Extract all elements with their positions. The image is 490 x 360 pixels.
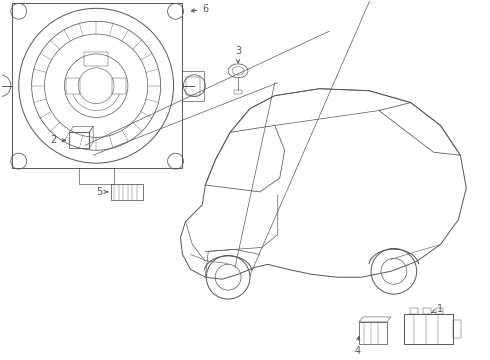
Bar <box>111 184 143 200</box>
Text: 5: 5 <box>96 187 108 197</box>
Bar <box>410 308 417 314</box>
Bar <box>182 71 204 100</box>
Bar <box>187 77 200 95</box>
Bar <box>70 132 89 148</box>
Bar <box>436 308 443 314</box>
Bar <box>404 314 453 344</box>
Bar <box>84 52 108 66</box>
Text: 1: 1 <box>432 304 443 314</box>
Text: 2: 2 <box>50 135 66 145</box>
Text: 6: 6 <box>191 4 208 14</box>
Bar <box>234 90 242 94</box>
Bar <box>359 322 387 344</box>
Bar <box>112 78 126 94</box>
Bar <box>422 308 431 314</box>
Bar <box>12 3 182 168</box>
Text: 3: 3 <box>235 46 241 63</box>
Text: 4: 4 <box>354 337 360 356</box>
Bar <box>453 320 461 338</box>
Bar <box>79 168 114 184</box>
Bar <box>66 78 80 94</box>
